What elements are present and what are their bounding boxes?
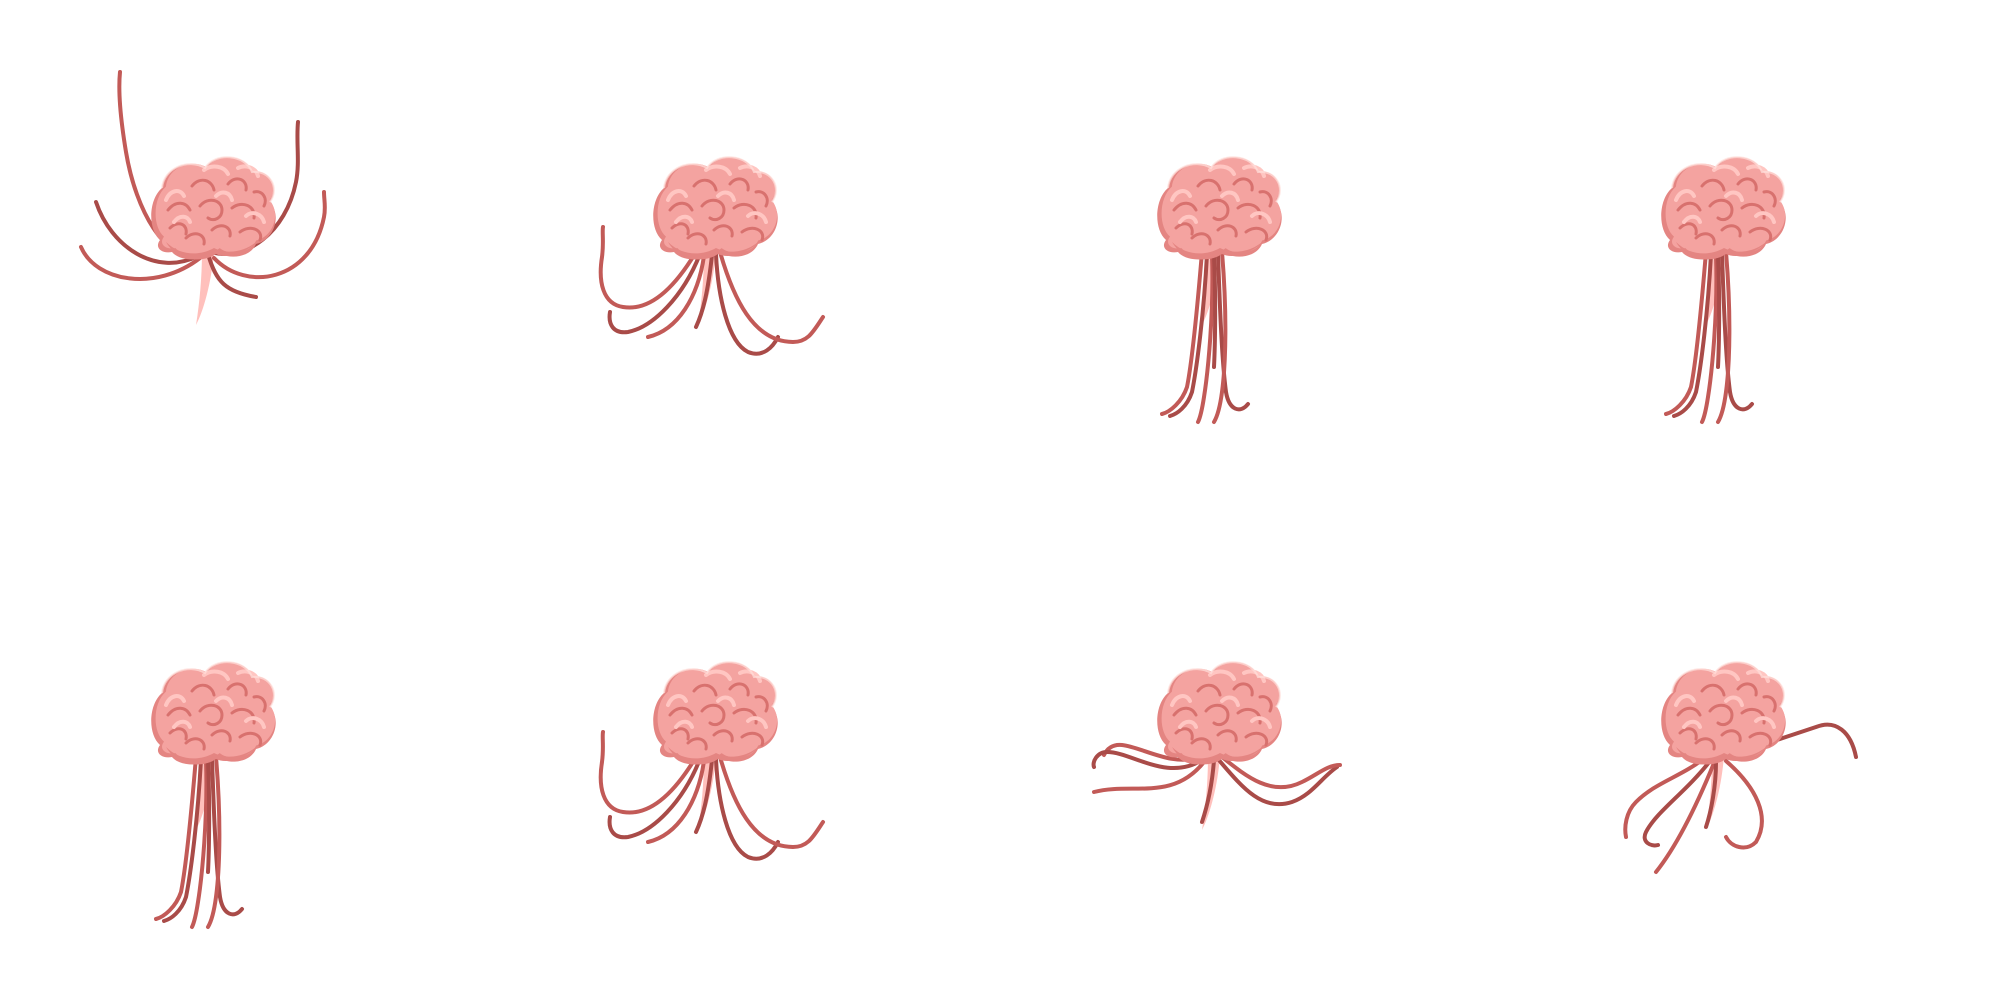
brain: [1157, 156, 1282, 260]
tentacle: [1102, 742, 1202, 762]
tentacle: [154, 755, 198, 921]
brain-stem: [196, 250, 214, 325]
tentacle: [1720, 252, 1754, 412]
tentacle: [206, 758, 212, 874]
tentacle: [646, 254, 706, 339]
tentacle: [1642, 759, 1712, 848]
brain: [1661, 661, 1786, 765]
tentacles: [1664, 250, 1754, 424]
creature-frame-8: [1623, 661, 1858, 874]
tentacles: [1091, 742, 1342, 824]
tentacle: [1700, 253, 1719, 424]
tentacle: [694, 758, 714, 834]
tentacle: [718, 250, 825, 345]
creature-frame-6: [598, 661, 825, 861]
tentacles: [1160, 250, 1250, 424]
tentacle: [1220, 755, 1342, 790]
brain: [151, 661, 276, 765]
tentacle: [1168, 252, 1209, 418]
tentacle: [206, 252, 258, 299]
brain: [1157, 661, 1282, 765]
tentacle: [1664, 250, 1708, 416]
tentacle: [714, 252, 780, 356]
tentacle: [1216, 252, 1250, 412]
tentacle: [1216, 757, 1339, 807]
tentacle: [1623, 755, 1708, 839]
tentacle: [190, 758, 209, 929]
tentacles: [1623, 722, 1858, 874]
tentacle: [1724, 759, 1764, 850]
tentacle: [646, 759, 706, 844]
creature-frame-2: [598, 156, 825, 356]
tentacle: [1091, 749, 1204, 771]
tentacle: [1704, 760, 1718, 829]
tentacle: [1716, 253, 1722, 369]
creature-frame-4: [1661, 156, 1786, 424]
tentacle: [607, 252, 702, 335]
tentacle: [210, 757, 244, 917]
creature-frame-1: [79, 70, 327, 325]
tentacle: [1212, 253, 1218, 369]
brain: [151, 156, 276, 260]
tentacle: [94, 200, 200, 265]
brain: [1661, 156, 1786, 260]
tentacle: [212, 190, 327, 280]
brain: [653, 156, 778, 260]
tentacle: [598, 225, 698, 310]
tentacle: [1716, 250, 1732, 424]
tentacle: [1160, 250, 1204, 416]
tentacle: [714, 757, 780, 861]
creature-frame-5: [151, 661, 276, 929]
tentacle: [598, 730, 698, 815]
tentacle: [1092, 760, 1206, 794]
tentacle: [718, 755, 825, 850]
creature-frame-7: [1091, 661, 1342, 830]
tentacle: [694, 253, 714, 329]
tentacle: [1654, 761, 1716, 874]
brain: [653, 661, 778, 765]
tentacle: [607, 757, 702, 840]
tentacle: [1672, 252, 1713, 418]
tentacle: [1212, 250, 1228, 424]
tentacles: [154, 755, 244, 929]
tentacles: [598, 225, 825, 356]
tentacles: [598, 730, 825, 861]
tentacle: [162, 757, 203, 923]
tentacle: [206, 755, 222, 929]
tentacle: [79, 245, 202, 281]
tentacle: [1196, 253, 1215, 424]
tentacle: [1200, 758, 1216, 824]
creature-frame-3: [1157, 156, 1282, 424]
